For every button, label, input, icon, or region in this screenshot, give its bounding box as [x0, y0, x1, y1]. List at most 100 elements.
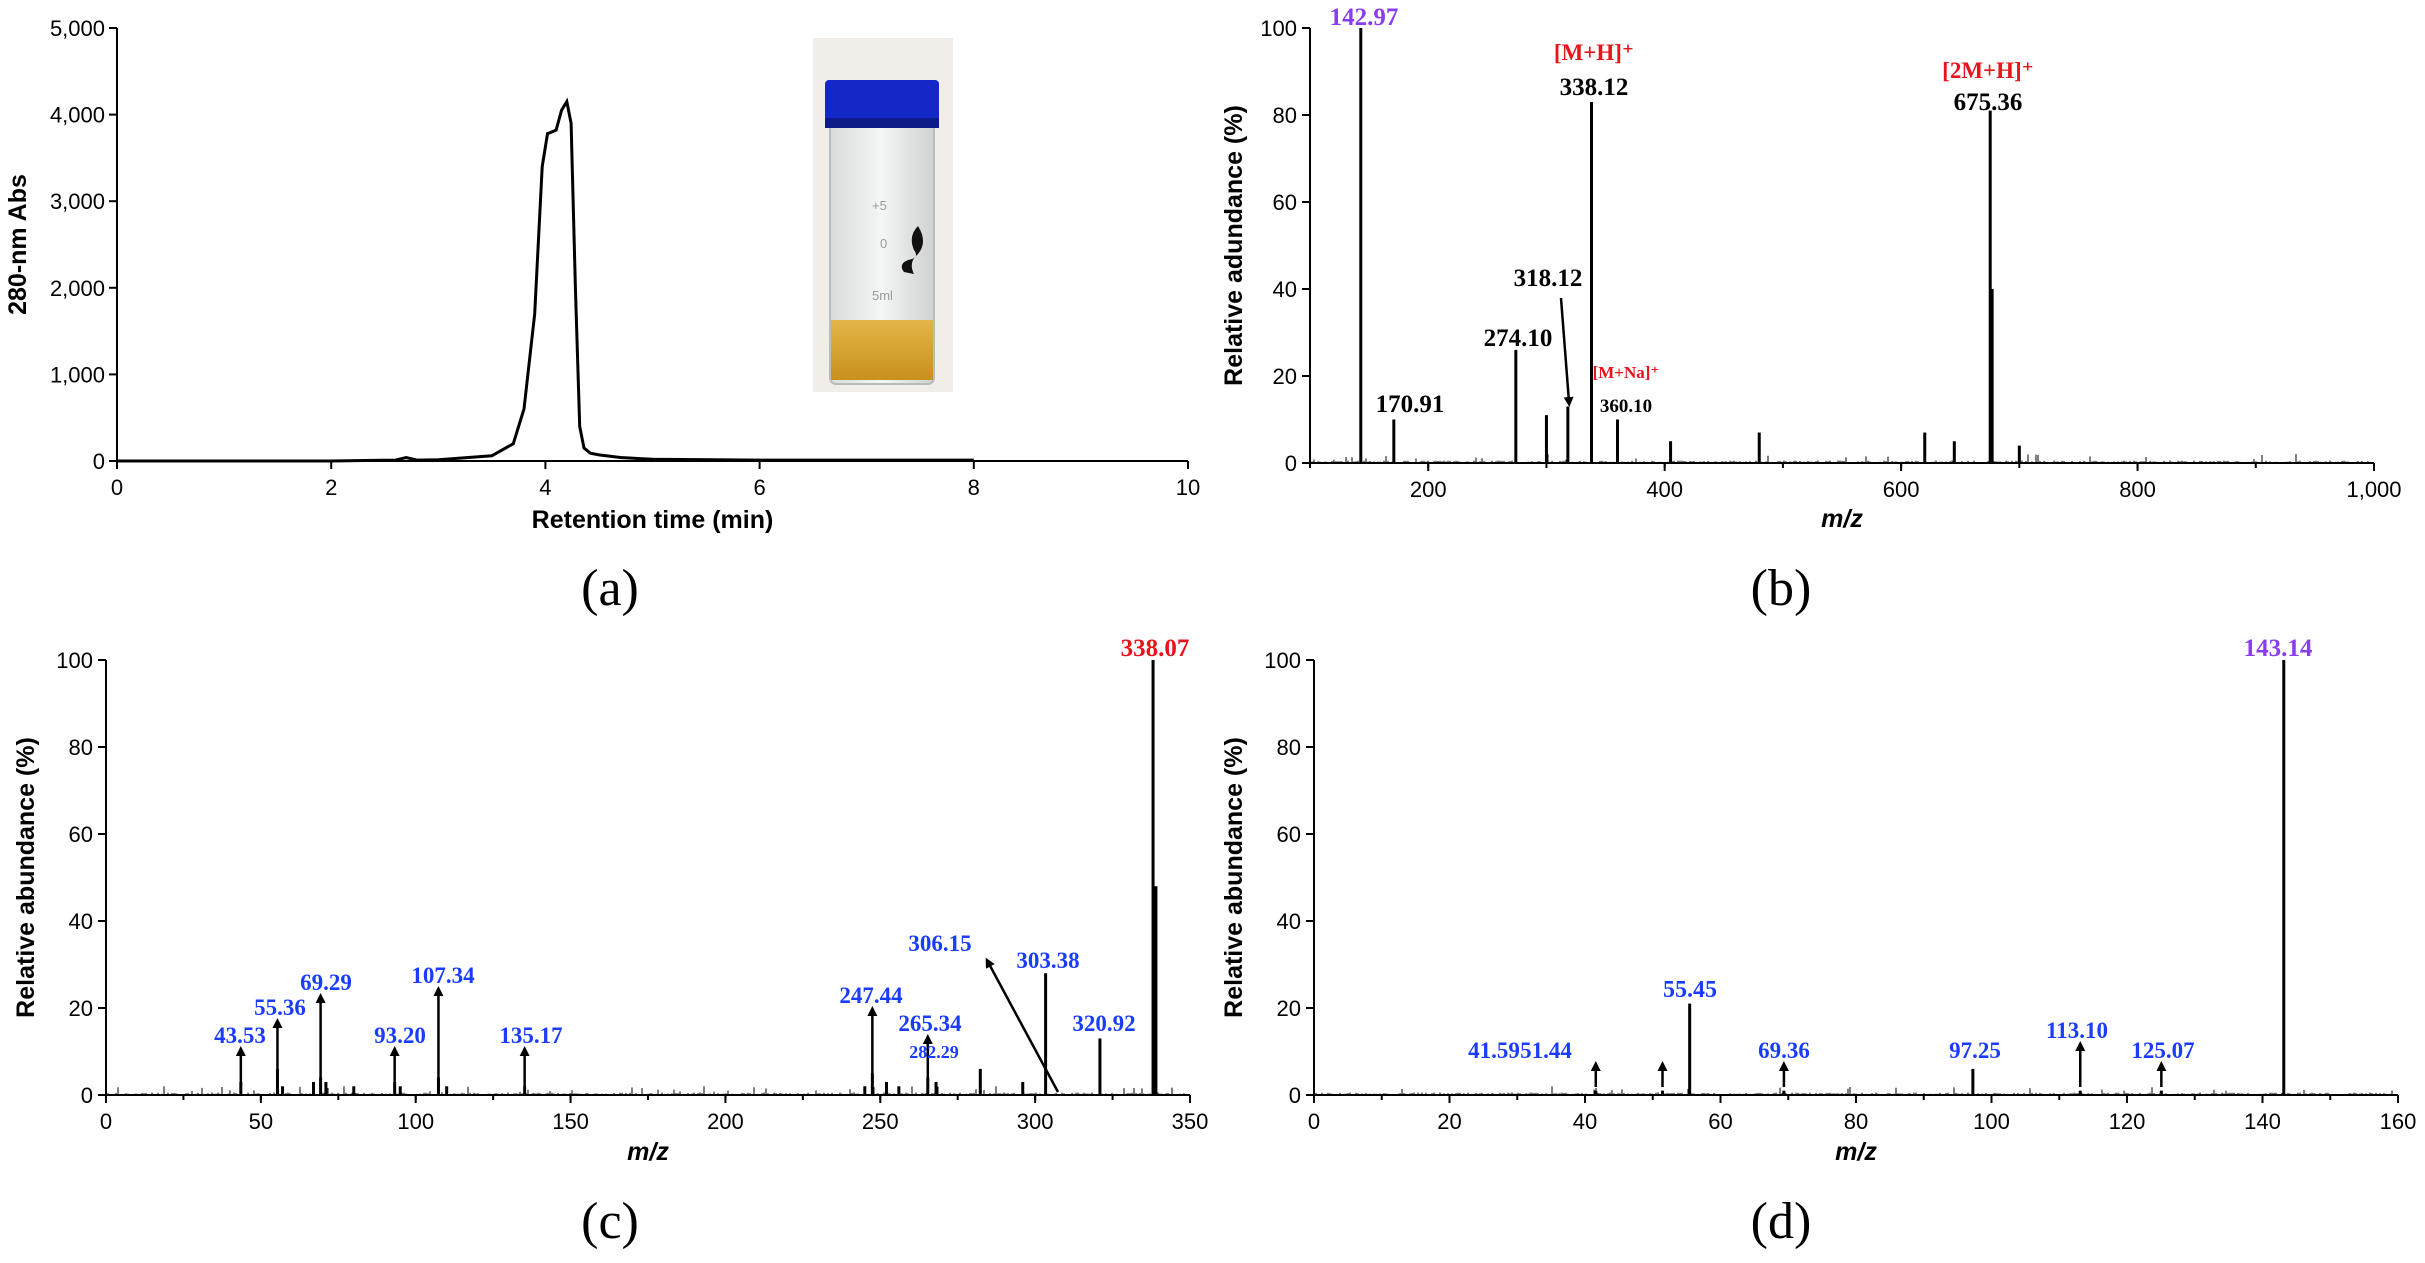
- peak-label: 282.29: [909, 1042, 959, 1062]
- peak-label: 338.07: [1121, 635, 1190, 662]
- x-tick-label: 250: [862, 1109, 899, 1134]
- y-tick-label: 5,000: [50, 16, 105, 41]
- y-tick-label: 1,000: [50, 362, 105, 387]
- x-tick-label: 8: [968, 475, 980, 500]
- x-tick-label: 2: [325, 475, 337, 500]
- peak-label: 69.29: [300, 970, 352, 995]
- x-axis-title: Retention time (min): [532, 506, 774, 534]
- y-tick-label: 80: [1273, 103, 1297, 128]
- x-tick-label: 4: [539, 475, 551, 500]
- x-tick-label: 100: [1973, 1109, 2010, 1134]
- y-tick-label: 60: [69, 822, 93, 847]
- x-tick-label: 800: [2119, 477, 2156, 502]
- y-axis-title: Relative abundance (%): [1220, 737, 1248, 1018]
- y-axis-title: Relative adundance (%): [1220, 105, 1248, 386]
- y-tick-label: 0: [81, 1083, 93, 1108]
- y-tick-label: 100: [56, 648, 93, 673]
- x-tick-label: 60: [1708, 1109, 1732, 1134]
- y-tick-label: 4,000: [50, 103, 105, 128]
- x-tick-label: 80: [1844, 1109, 1868, 1134]
- peak-label: 125.07: [2131, 1038, 2194, 1063]
- y-tick-label: 2,000: [50, 276, 105, 301]
- peak-label: 51.44: [1520, 1038, 1572, 1063]
- peak-label: 265.34: [898, 1011, 962, 1036]
- x-tick-label: 0: [111, 475, 123, 500]
- x-tick-label: 0: [1308, 1109, 1320, 1134]
- chart-c: 0 20 40 60 80 100 0 50 100 150 200 250 300 350 m/z Rela…: [12, 635, 1208, 1166]
- x-tick-label: 50: [249, 1109, 273, 1134]
- x-tick-label: 160: [2380, 1109, 2417, 1134]
- peak-label: 55.45: [1663, 977, 1717, 1003]
- peak-label: 338.12: [1560, 74, 1629, 101]
- x-tick-label: 140: [2244, 1109, 2281, 1134]
- x-tick-label: 150: [552, 1109, 589, 1134]
- panel-label-d: (d): [1751, 1193, 1812, 1250]
- x-tick-label: 6: [753, 475, 765, 500]
- y-tick-label: 100: [1260, 16, 1297, 41]
- y-tick-label: 40: [69, 909, 93, 934]
- peak-label: 274.10: [1484, 325, 1553, 352]
- y-tick-label: 80: [69, 735, 93, 760]
- y-tick-label: 0: [93, 449, 105, 474]
- x-tick-label: 600: [1883, 477, 1920, 502]
- peak-label: [M+H]⁺: [1554, 40, 1634, 65]
- baseline-noise: [107, 1086, 1185, 1095]
- peak-label: 170.91: [1376, 391, 1445, 418]
- vial-photo: +5 0 5ml: [813, 38, 953, 392]
- x-tick-label: 0: [100, 1109, 112, 1134]
- peak-label: 318.12: [1514, 265, 1583, 292]
- x-tick-label: 1,000: [2346, 477, 2401, 502]
- y-tick-label: 60: [1277, 822, 1301, 847]
- svg-text:0: 0: [880, 236, 887, 251]
- chart-b: 0 20 40 60 80 100 200 400 600 800 1,000 m/z Relative…: [1220, 4, 2402, 533]
- peak-label: 303.38: [1016, 948, 1079, 973]
- x-tick-label: 300: [1017, 1109, 1054, 1134]
- x-tick-label: 100: [397, 1109, 434, 1134]
- x-tick-label: 350: [1172, 1109, 1209, 1134]
- peak-label: 135.17: [499, 1023, 562, 1048]
- panel-label-b: (b): [1751, 560, 1812, 617]
- panel-label-c: (c): [581, 1193, 639, 1250]
- y-tick-label: 60: [1273, 190, 1297, 215]
- y-tick-label: 40: [1273, 277, 1297, 302]
- x-tick-label: 200: [707, 1109, 744, 1134]
- baseline-noise: [1315, 1086, 2393, 1095]
- chart-d: 0 20 40 60 80 100 0 20 40 60 80 100 120 140 160 m/z Rela…: [1220, 635, 2416, 1166]
- y-tick-label: 20: [1277, 996, 1301, 1021]
- panel-label-a: (a): [581, 560, 639, 617]
- peak-label: 97.25: [1949, 1038, 2001, 1063]
- x-tick-label: 10: [1176, 475, 1200, 500]
- peak-label: 360.10: [1600, 396, 1652, 417]
- y-axis-title: 280-nm Abs: [4, 174, 32, 315]
- peak-label: [M+Na]⁺: [1593, 363, 1660, 382]
- peak-label: 69.36: [1758, 1038, 1810, 1063]
- annotation-arrow: [985, 957, 1060, 1093]
- y-tick-label: 20: [1273, 364, 1297, 389]
- y-tick-label: 100: [1264, 648, 1301, 673]
- x-tick-label: 400: [1646, 477, 1683, 502]
- panel-a-chromatogram: +5 0 5ml 0 1,000 2,000 3,000 4,000 5,000 0 2 4 6 8…: [4, 16, 1200, 534]
- chart-a: 0 1,000 2,000 3,000 4,000 5,000 0 2 4 6 8 10 Retenti…: [4, 16, 1200, 534]
- peak-label: 55.36: [254, 995, 306, 1020]
- annotation-arrow: [1559, 297, 1574, 407]
- peak-label: 306.15: [908, 931, 971, 956]
- y-tick-label: 0: [1289, 1083, 1301, 1108]
- x-axis-title: m/z: [1821, 505, 1863, 533]
- peak-label: 41.59: [1468, 1038, 1520, 1063]
- peak-label: 143.14: [2244, 635, 2313, 662]
- svg-text:+5: +5: [872, 198, 887, 213]
- y-tick-label: 20: [69, 996, 93, 1021]
- svg-text:5ml: 5ml: [872, 288, 893, 303]
- y-tick-label: 40: [1277, 909, 1301, 934]
- peak-label: 113.10: [2046, 1018, 2108, 1043]
- y-axis-title: Relative abundance (%): [12, 737, 40, 1018]
- peak-label: [2M+H]⁺: [1942, 58, 2034, 83]
- x-axis-title: m/z: [627, 1138, 669, 1166]
- x-tick-label: 200: [1410, 477, 1447, 502]
- x-tick-label: 20: [1437, 1109, 1461, 1134]
- chromatogram-line: [117, 97, 974, 463]
- peak-label: 93.20: [374, 1023, 426, 1048]
- peak-label: 142.97: [1330, 4, 1399, 31]
- x-tick-label: 120: [2109, 1109, 2146, 1134]
